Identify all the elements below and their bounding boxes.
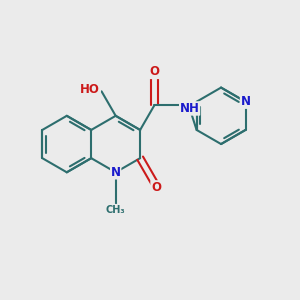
- Text: O: O: [149, 65, 159, 78]
- Text: NH: NH: [180, 102, 200, 115]
- Text: CH₃: CH₃: [106, 205, 125, 214]
- Text: HO: HO: [80, 83, 100, 96]
- Text: O: O: [151, 181, 161, 194]
- Text: N: N: [111, 166, 121, 179]
- Text: N: N: [241, 95, 250, 108]
